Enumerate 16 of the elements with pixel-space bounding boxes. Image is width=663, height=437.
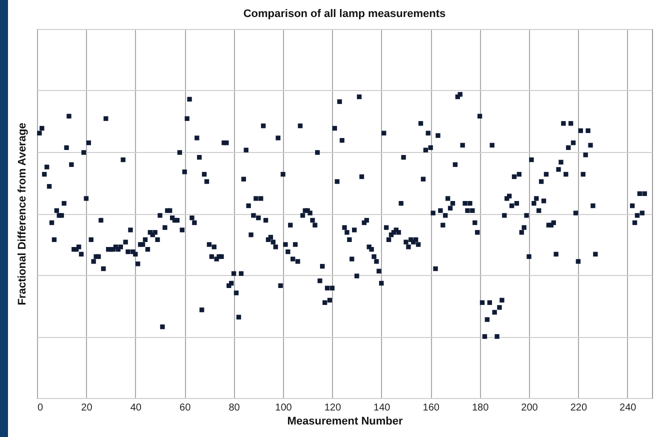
x-tick-label: 20: [81, 402, 93, 414]
x-tick-label: 220: [570, 402, 588, 414]
x-tick-label: 0: [38, 402, 44, 414]
x-tick-label: 100: [275, 402, 292, 414]
x-tick-label: 40: [130, 402, 142, 414]
x-tick-label: 80: [228, 402, 240, 414]
x-tick-label: 60: [180, 402, 192, 414]
y-axis-title: Fractional Difference from Average: [16, 122, 28, 306]
x-tick-label: 140: [374, 402, 391, 414]
chart-title: Comparison of all lamp measurements: [243, 8, 446, 20]
x-axis-title: Measurement Number: [287, 416, 404, 428]
x-tick-label: 160: [422, 402, 440, 414]
x-tick-label: 120: [324, 402, 342, 414]
x-tick-label: 240: [620, 402, 637, 414]
x-tick-label: 200: [521, 402, 538, 414]
x-tick-label: 180: [472, 402, 490, 414]
